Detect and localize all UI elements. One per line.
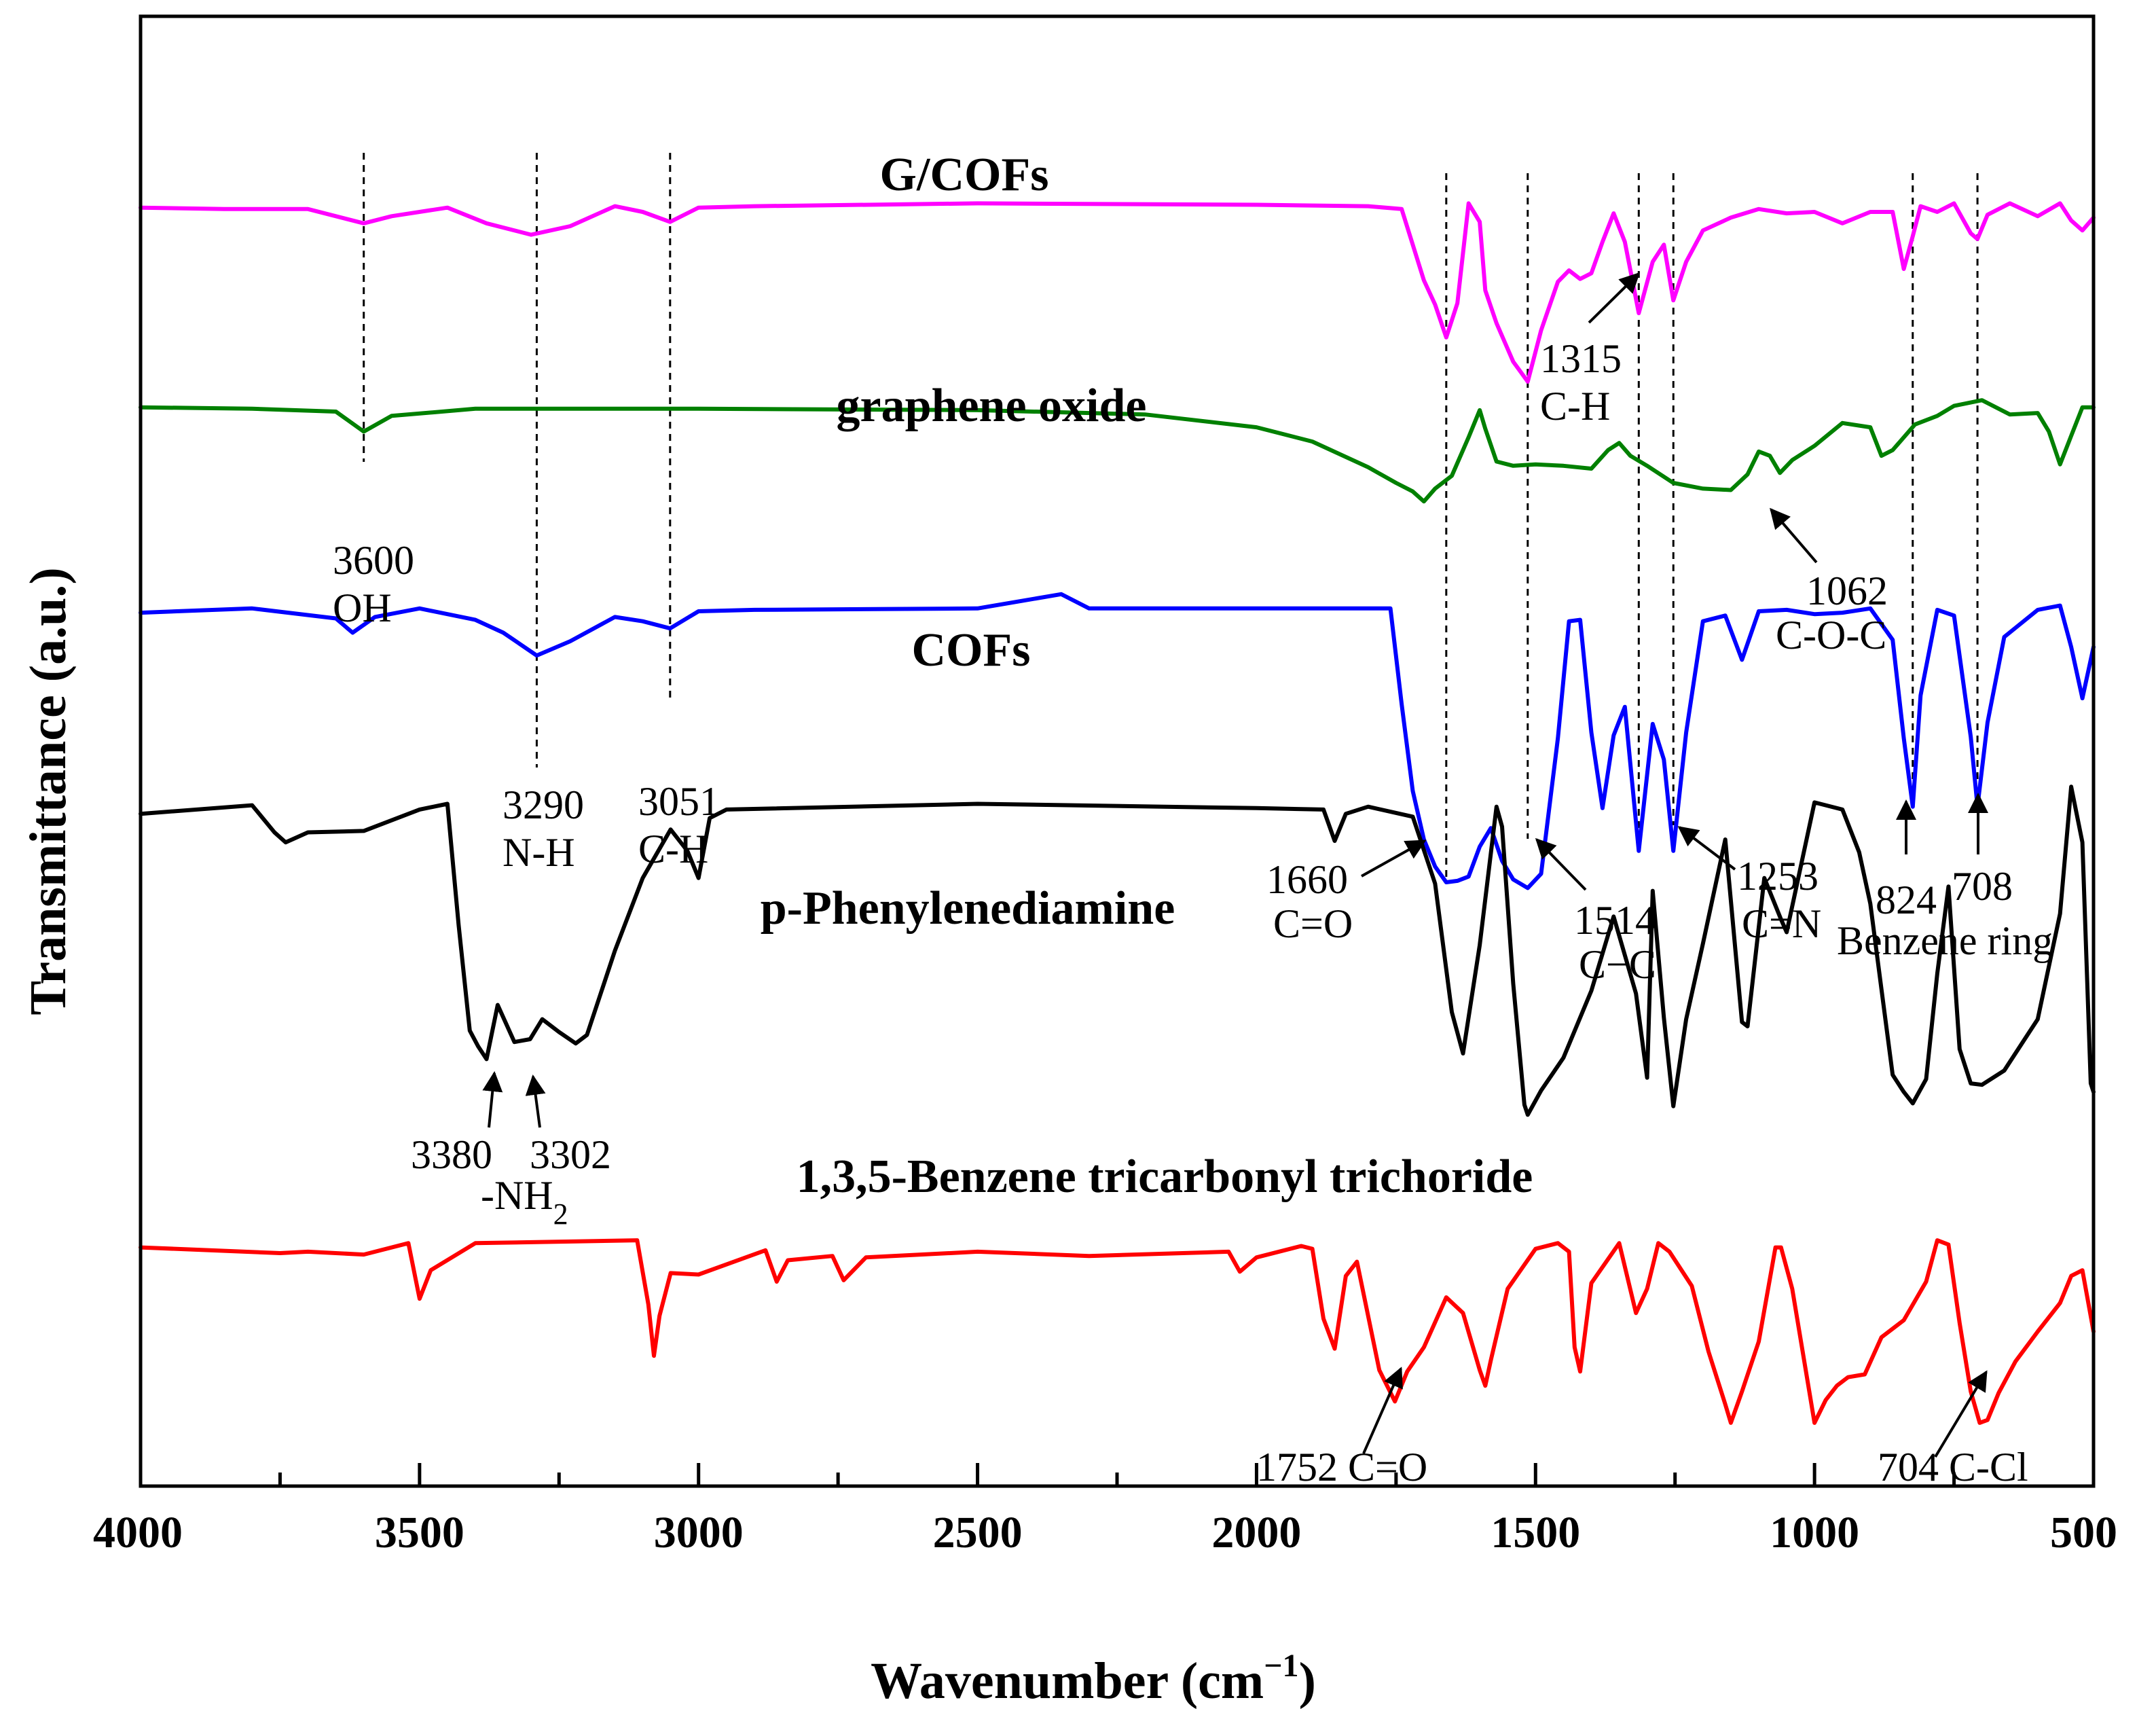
x-axis-title-close: ) — [1299, 1652, 1316, 1710]
x-axis-title-superscript: −1 — [1264, 1648, 1298, 1684]
ann-1660-label: C=O — [1273, 901, 1353, 946]
ann-824-value: 824 — [1876, 878, 1937, 922]
ann-3051-label: C-H — [638, 827, 708, 871]
series-line-cofs — [139, 592, 2096, 890]
x-tick-label-4000: 4000 — [93, 1508, 183, 1557]
ann-1514-label: C−C — [1579, 942, 1656, 987]
ann-1062-label: C-O-C — [1776, 613, 1886, 657]
series-line-ppd — [139, 784, 2096, 1117]
x-tick-label-500: 500 — [2050, 1508, 2117, 1557]
ann-3302-value: 3302 — [530, 1132, 611, 1177]
arrow-1315 — [1588, 272, 1641, 324]
x-tick-label-3500: 3500 — [375, 1508, 464, 1557]
series-title-cofs: COFs — [912, 624, 1031, 676]
ann-708-value: 708 — [1952, 864, 2013, 909]
x-tick-label-1000: 1000 — [1770, 1508, 1859, 1557]
arrow-704 — [1934, 1370, 1988, 1458]
arrow-1660 — [1361, 839, 1427, 878]
x-tick-label-2000: 2000 — [1211, 1508, 1301, 1557]
x-tick-label-3000: 3000 — [654, 1508, 744, 1557]
series-title-ppd: p-Phenylenediamine — [761, 882, 1175, 935]
series-line-btc — [139, 1238, 2096, 1425]
arrow-3380 — [482, 1071, 503, 1128]
ann-3290-value: 3290 — [503, 782, 584, 827]
arrow-3302 — [525, 1074, 546, 1128]
ann-nh2-label: -NH2 — [481, 1173, 568, 1231]
series-line-gcofs — [139, 201, 2096, 384]
series-title-gcofs: G/COFs — [880, 149, 1049, 201]
reference-lines — [363, 153, 1979, 880]
x-axis-title: Wavenumber (cm−1) — [871, 1648, 1316, 1710]
series-title-btc: 1,3,5-Benzene tricarbonyl trichoride — [797, 1151, 1533, 1203]
x-tick-label-1500: 1500 — [1491, 1508, 1580, 1557]
spectra — [139, 201, 2096, 1425]
ann-3600-label: OH — [333, 585, 392, 630]
ann-1660-value: 1660 — [1266, 857, 1348, 902]
ann-1253-value: 1253 — [1737, 854, 1819, 899]
arrow-1253 — [1677, 826, 1736, 871]
annotation-arrows — [482, 272, 1988, 1458]
arrow-1062 — [1770, 507, 1818, 564]
ann-1315-value: 1315 — [1540, 336, 1622, 381]
series-title-go: graphene oxide — [837, 380, 1147, 432]
ann-704-value: 704 C-Cl — [1878, 1445, 2028, 1489]
ann-1253-label: C=N — [1742, 901, 1821, 946]
ann-benzene-label: Benzene ring — [1837, 918, 2053, 963]
x-axis-ticks: 4000 3500 3000 2500 2000 1500 1000 500 — [93, 1463, 2117, 1557]
y-axis-title: Transmittance (a.u.) — [20, 567, 77, 1015]
ann-1514-value: 1514 — [1574, 898, 1656, 943]
series-line-go — [139, 398, 2096, 504]
ann-3380-value: 3380 — [411, 1132, 492, 1177]
plot-frame — [139, 14, 2096, 1488]
arrow-1752 — [1362, 1367, 1403, 1454]
ann-1062-value: 1062 — [1806, 568, 1888, 613]
ann-3290-label: N-H — [503, 830, 575, 875]
ann-3051-value: 3051 — [638, 779, 720, 824]
arrow-1514 — [1535, 837, 1587, 891]
ann-nh2-subscript: 2 — [553, 1197, 568, 1231]
x-tick-label-2500: 2500 — [933, 1508, 1023, 1557]
ann-1752-value: 1752 C=O — [1256, 1445, 1427, 1489]
ann-3600-value: 3600 — [333, 538, 414, 583]
ann-1315-label: C-H — [1540, 384, 1610, 429]
